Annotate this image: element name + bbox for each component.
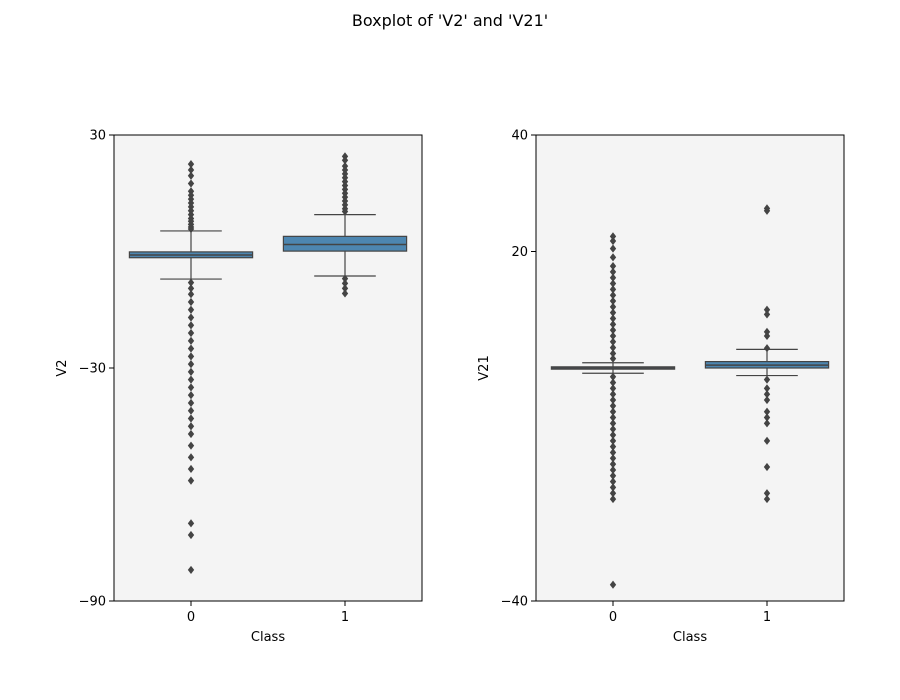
- outlier-point: [187, 406, 195, 415]
- outlier-point: [187, 305, 195, 314]
- outlier-point: [187, 519, 195, 528]
- y-tick-label: 40: [511, 129, 528, 144]
- subplot-v2: 30 −30 −90 0 1 Class V2: [55, 129, 423, 645]
- outlier-point: [763, 331, 771, 341]
- outlier-point: [187, 367, 195, 376]
- outlier-point: [187, 398, 195, 408]
- plot-background: [114, 135, 422, 601]
- outlier-point: [187, 383, 195, 392]
- y-tick-label: −90: [79, 595, 106, 610]
- outlier-point: [609, 244, 617, 253]
- y-tick-label: 20: [511, 245, 528, 260]
- outlier-point: [187, 171, 195, 180]
- figure-title: Boxplot of 'V2' and 'V21': [351, 11, 549, 30]
- outlier-point: [763, 462, 771, 472]
- outlier-point: [187, 224, 195, 234]
- outlier-point: [763, 375, 771, 384]
- outlier-point: [187, 179, 195, 188]
- outlier-point: [609, 580, 617, 589]
- outlier-point: [187, 476, 195, 485]
- outlier-point: [187, 422, 195, 431]
- y-axis-label: V21: [477, 355, 492, 380]
- axes-frame: [535, 134, 845, 602]
- subplot-v21: 40 20 −40 0 1 Class V21: [477, 129, 845, 645]
- x-tick-label: 0: [609, 610, 617, 625]
- outlier-point: [187, 429, 195, 439]
- outlier-point: [763, 310, 771, 319]
- x-tick-label: 0: [187, 610, 195, 625]
- outlier-point: [609, 494, 617, 504]
- outlier-point: [763, 206, 771, 215]
- outlier-point: [763, 494, 771, 504]
- outlier-point: [187, 336, 195, 345]
- outlier-point: [187, 313, 195, 322]
- outlier-point: [763, 419, 771, 428]
- outlier-point: [187, 453, 195, 462]
- outlier-point: [187, 360, 195, 369]
- outlier-point: [187, 464, 195, 474]
- outlier-point: [187, 565, 195, 575]
- outlier-point: [187, 297, 195, 307]
- outlier-point: [609, 354, 617, 363]
- outlier-point: [187, 391, 195, 400]
- outlier-point: [187, 328, 195, 338]
- outlier-point: [187, 352, 195, 361]
- outlier-point: [187, 530, 195, 540]
- outlier-point: [341, 289, 349, 298]
- outlier-point: [609, 253, 617, 262]
- outlier-point: [763, 344, 771, 353]
- x-tick-label: 1: [341, 610, 349, 625]
- x-axis-label: Class: [251, 630, 285, 645]
- y-tick-label: −40: [501, 595, 528, 610]
- box-iqr: [282, 235, 408, 252]
- y-tick-label: −30: [79, 362, 106, 377]
- x-tick-label: 1: [763, 610, 771, 625]
- x-axis-label: Class: [673, 630, 707, 645]
- outlier-point: [187, 290, 195, 299]
- outlier-point: [187, 321, 195, 330]
- outlier-point: [187, 344, 195, 353]
- y-tick-label: 30: [89, 129, 106, 144]
- outlier-point: [187, 441, 195, 450]
- outlier-point: [763, 395, 771, 405]
- outlier-point: [187, 375, 195, 384]
- outlier-point: [763, 436, 771, 445]
- outlier-point: [187, 414, 195, 423]
- outlier-point: [341, 207, 349, 216]
- y-axis-label: V2: [55, 359, 70, 376]
